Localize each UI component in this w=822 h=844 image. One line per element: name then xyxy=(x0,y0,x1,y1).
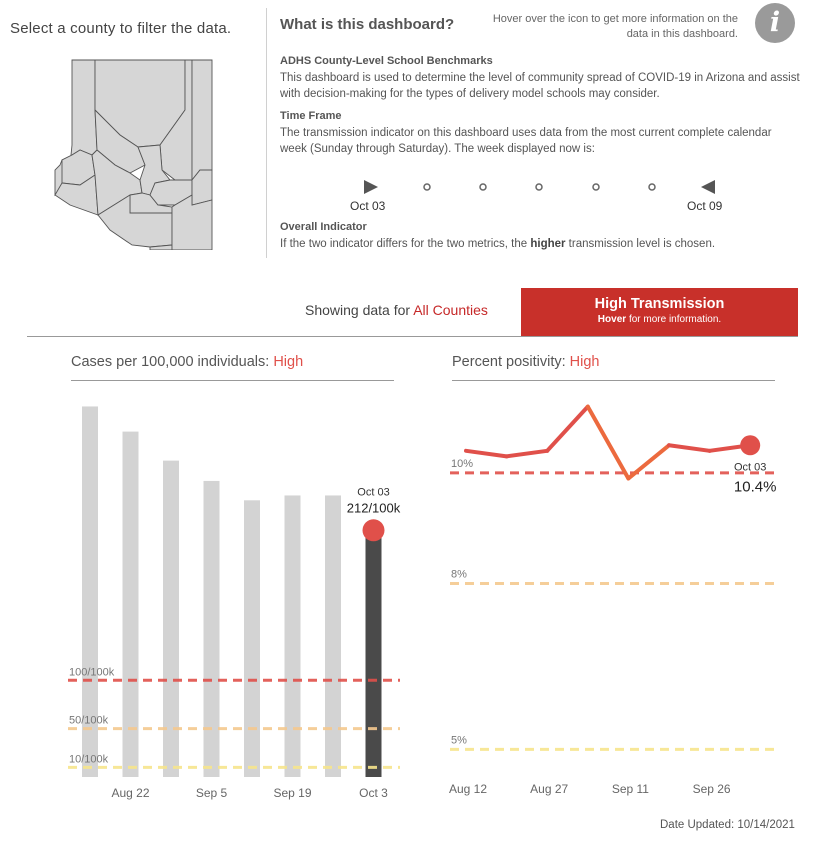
x-tick-label: Sep 5 xyxy=(196,786,228,800)
vertical-divider xyxy=(266,8,267,258)
threshold-label: 10% xyxy=(451,458,473,470)
county-cochise[interactable] xyxy=(171,194,213,250)
showing-data-for: Showing data for All Counties xyxy=(305,302,488,318)
cases-title-rule xyxy=(71,380,394,381)
overall-indicator-heading: Overall Indicator xyxy=(280,221,367,233)
transmission-level: High Transmission xyxy=(594,296,725,312)
overall-indicator-text: If the two indicator differs for the two… xyxy=(280,238,716,250)
timeline-dot[interactable] xyxy=(479,183,487,191)
transmission-level-badge[interactable]: High Transmission Hover for more informa… xyxy=(521,288,798,336)
timeline-dot[interactable] xyxy=(592,183,600,191)
week-timeline[interactable] xyxy=(340,174,760,219)
timeline-dot[interactable] xyxy=(423,183,431,191)
arizona-county-map[interactable] xyxy=(50,55,215,250)
series-segment[interactable] xyxy=(667,443,712,453)
benchmarks-heading: ADHS County-Level School Benchmarks xyxy=(280,55,493,67)
current-value-label: 10.4% xyxy=(734,478,777,495)
series-segment[interactable] xyxy=(464,448,509,459)
threshold-label: 8% xyxy=(451,569,467,581)
x-tick-label: Aug 22 xyxy=(111,786,149,800)
bar[interactable] xyxy=(82,406,98,777)
threshold-label: 5% xyxy=(451,734,467,746)
current-date-label: Oct 03 xyxy=(734,461,766,473)
bar[interactable] xyxy=(284,495,301,777)
timeline-dot[interactable] xyxy=(535,183,543,191)
cases-chart-title: Cases per 100,000 individuals: High xyxy=(71,354,304,370)
series-segment[interactable] xyxy=(626,443,671,481)
info-title: What is this dashboard? xyxy=(280,16,455,33)
play-forward-icon[interactable] xyxy=(364,180,378,194)
x-tick-label: Sep 11 xyxy=(612,782,649,796)
time-frame-heading: Time Frame xyxy=(280,110,342,122)
transmission-hover-hint: Hover for more information. xyxy=(597,314,722,325)
bar[interactable] xyxy=(244,500,260,777)
bar[interactable] xyxy=(163,460,179,777)
current-date-label: Oct 03 xyxy=(357,486,389,498)
hover-hint: Hover over the icon to get more informat… xyxy=(492,13,738,40)
series-segment[interactable] xyxy=(585,404,631,481)
x-tick-label: Aug 12 xyxy=(449,782,487,796)
x-tick-label: Sep 26 xyxy=(693,782,731,796)
timeline-end-label: Oct 09 xyxy=(687,199,723,213)
bar[interactable] xyxy=(325,495,341,777)
play-back-icon[interactable] xyxy=(701,180,715,194)
current-point[interactable] xyxy=(740,435,761,456)
time-frame-text: The transmission indicator on this dashb… xyxy=(280,127,772,155)
timeline-start-label: Oct 03 xyxy=(350,199,386,213)
series-segment[interactable] xyxy=(504,448,550,459)
county-apache[interactable] xyxy=(191,59,213,182)
current-point[interactable] xyxy=(362,519,385,542)
select-county-prompt: Select a county to filter the data. xyxy=(10,20,232,37)
cases-bar-chart[interactable]: 100/100k 50/100k 10/100k Oct 03 212/100k Aug … xyxy=(40,390,420,810)
bar-current[interactable] xyxy=(365,530,382,777)
x-tick-label: Sep 19 xyxy=(273,786,311,800)
county-santacruz[interactable] xyxy=(149,244,173,250)
threshold-label: 50/100k xyxy=(69,715,109,727)
benchmarks-text: This dashboard is used to determine the … xyxy=(280,72,800,100)
bar[interactable] xyxy=(203,480,220,777)
selected-county[interactable]: All Counties xyxy=(413,302,488,318)
x-tick-label: Aug 27 xyxy=(530,782,568,796)
bar[interactable] xyxy=(122,431,139,777)
series-segment[interactable] xyxy=(545,404,590,453)
info-icon[interactable]: i xyxy=(755,3,795,43)
positivity-title-rule xyxy=(452,380,775,381)
threshold-label: 10/100k xyxy=(69,753,109,765)
threshold-label: 100/100k xyxy=(69,666,115,678)
current-value-label: 212/100k xyxy=(347,500,401,515)
horizontal-divider xyxy=(27,336,798,337)
x-tick-label: Oct 3 xyxy=(359,786,388,800)
date-updated: Date Updated: 10/14/2021 xyxy=(660,819,795,831)
positivity-chart-title: Percent positivity: High xyxy=(452,354,600,370)
positivity-line-chart[interactable]: 10% 8% 5% Oct 03 10.4% Aug 12 Aug 27 Sep 11 Sep … xyxy=(430,390,800,810)
timeline-dot[interactable] xyxy=(648,183,656,191)
